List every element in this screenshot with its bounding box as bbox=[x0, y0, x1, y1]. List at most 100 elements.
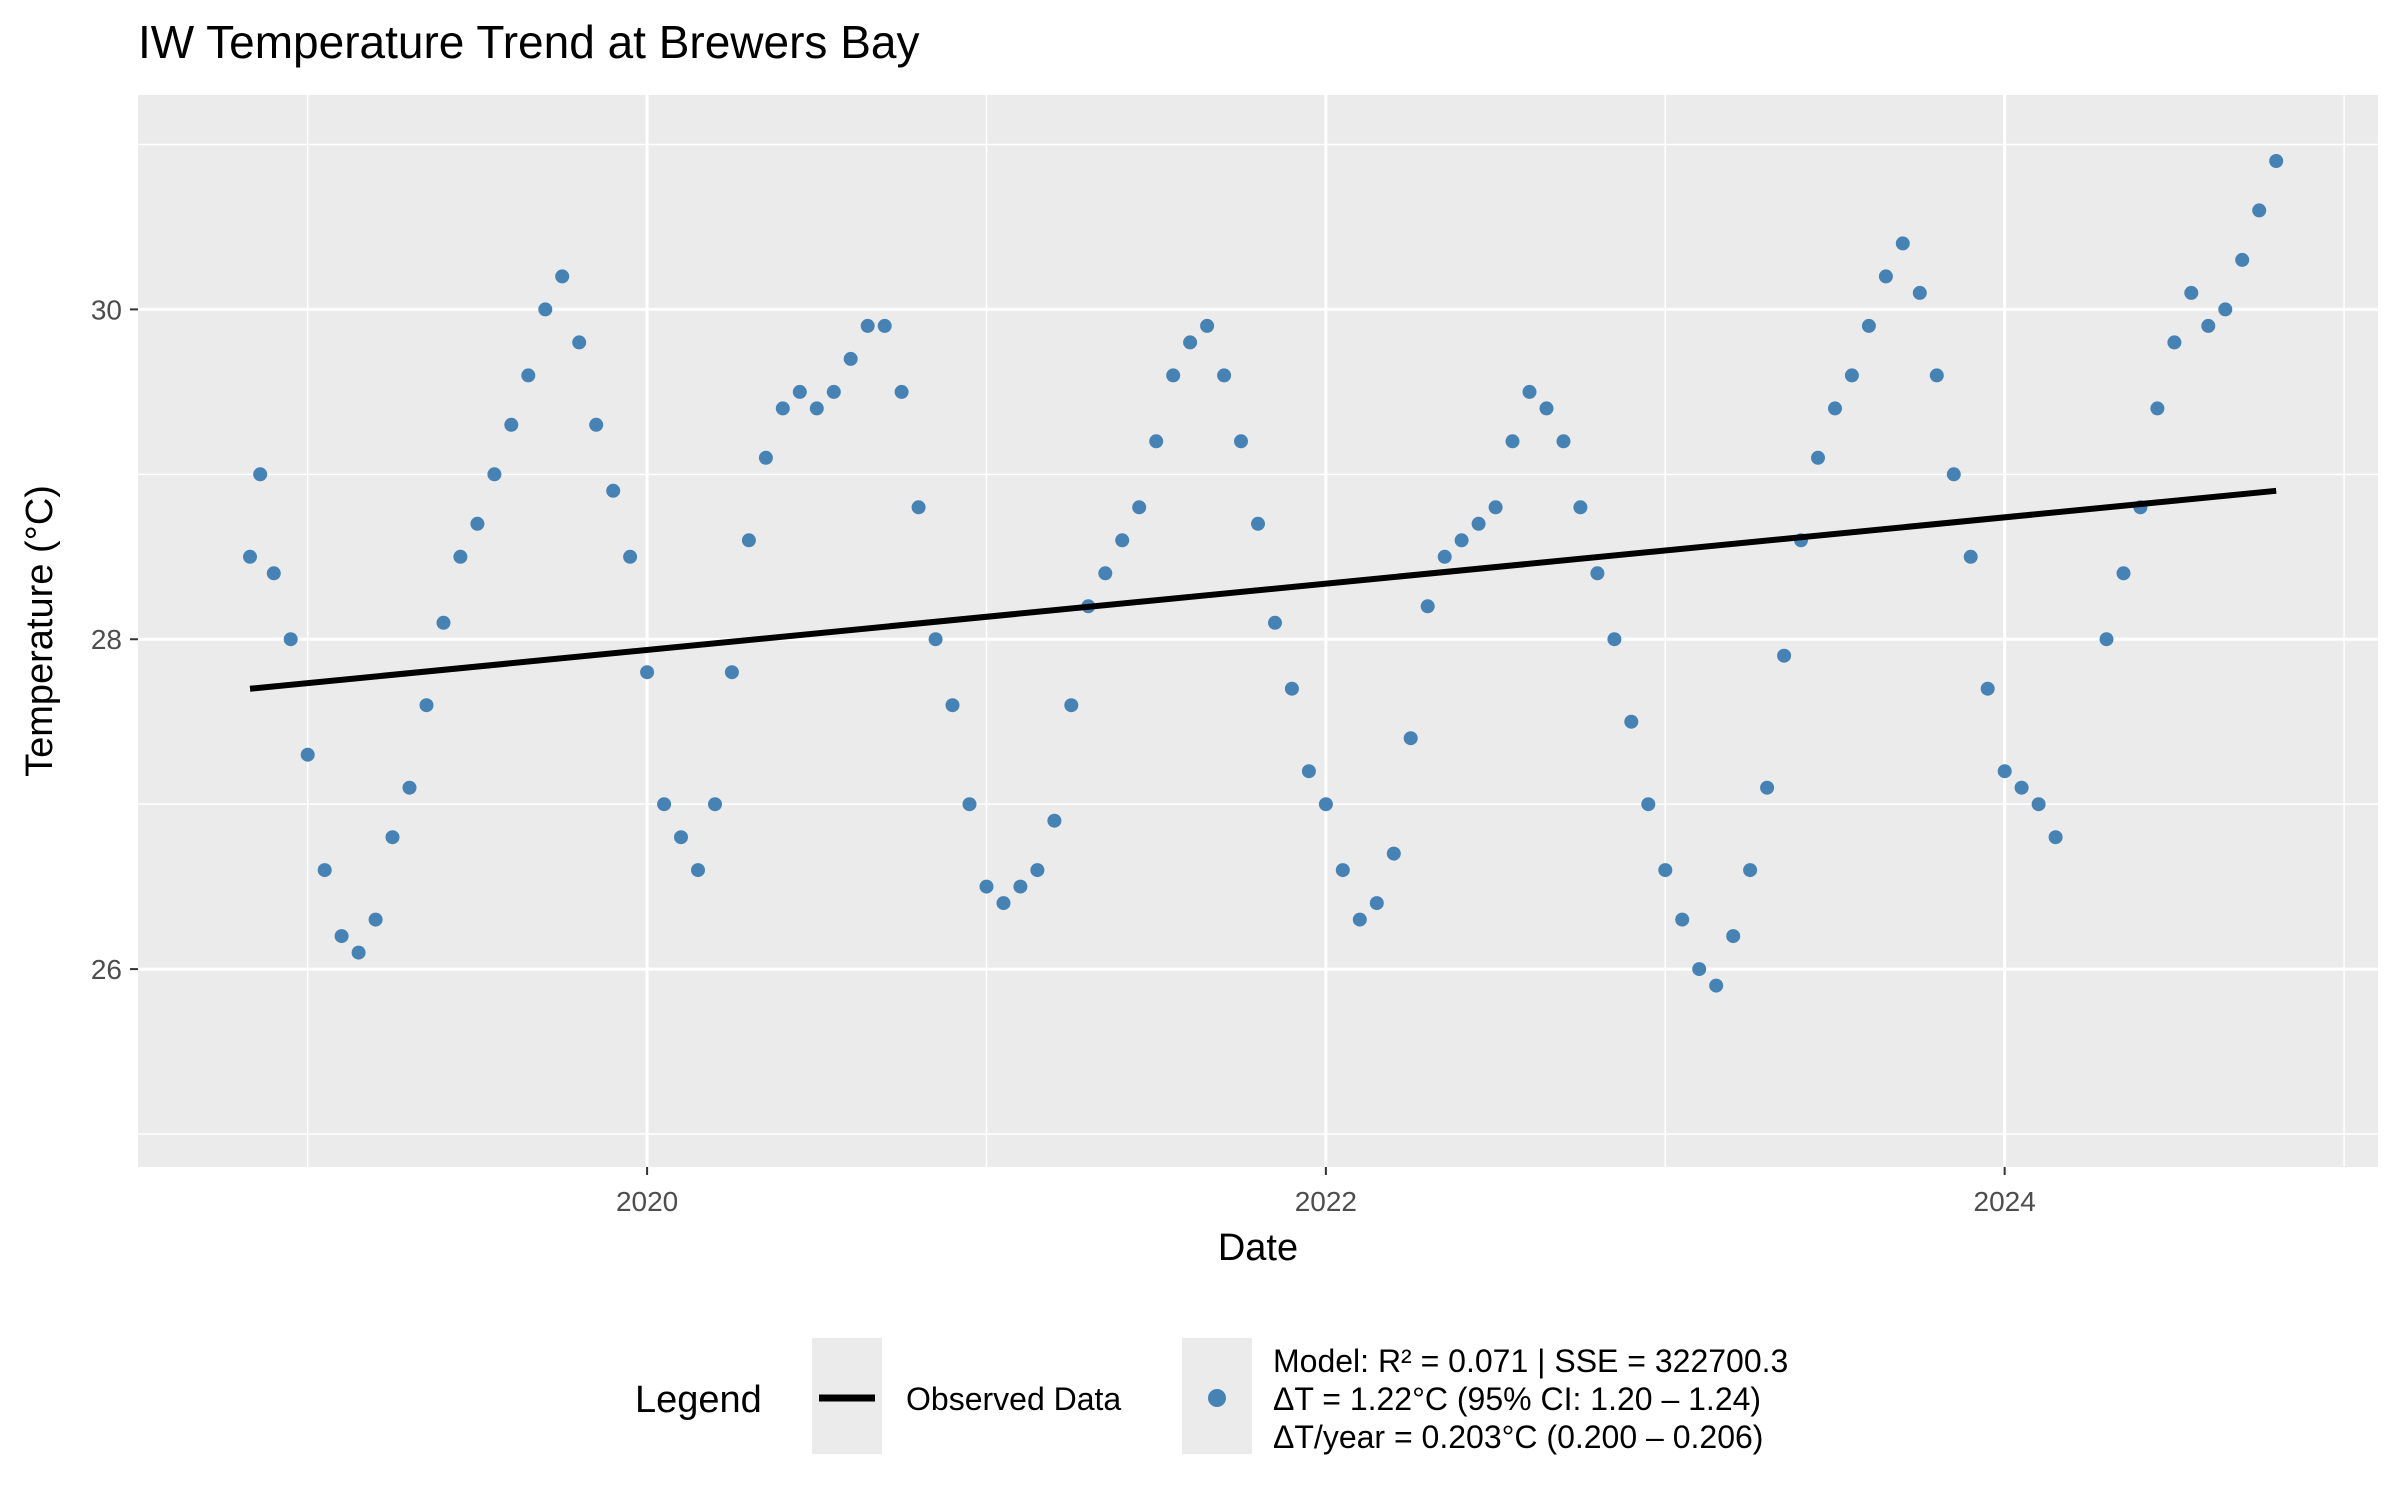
data-point bbox=[1318, 797, 1333, 812]
data-point bbox=[1895, 236, 1910, 251]
data-point bbox=[555, 269, 570, 284]
data-point bbox=[945, 698, 960, 713]
data-point bbox=[979, 879, 994, 894]
data-point bbox=[1132, 500, 1147, 515]
data-point bbox=[2048, 830, 2063, 845]
y-tick-label: 26 bbox=[91, 954, 122, 985]
data-point bbox=[1115, 533, 1130, 548]
data-point bbox=[1828, 401, 1842, 416]
data-point bbox=[1217, 368, 1232, 383]
data-point bbox=[453, 549, 468, 564]
data-point bbox=[1047, 813, 1062, 828]
legend-title: Legend bbox=[635, 1379, 762, 1421]
data-point bbox=[1861, 318, 1876, 333]
data-point bbox=[1183, 335, 1198, 350]
data-point bbox=[572, 335, 587, 350]
data-point bbox=[1997, 764, 2012, 779]
data-point bbox=[300, 747, 315, 762]
data-point bbox=[1522, 384, 1537, 399]
data-point bbox=[2201, 318, 2216, 333]
data-point bbox=[1743, 863, 1758, 878]
data-point bbox=[911, 500, 926, 515]
data-point bbox=[962, 797, 977, 812]
data-point bbox=[253, 467, 268, 482]
data-point bbox=[2235, 252, 2250, 267]
y-tick-label: 30 bbox=[91, 294, 122, 325]
data-point bbox=[809, 401, 824, 416]
data-point bbox=[368, 912, 383, 927]
legend-model-line: ΔT = 1.22°C (95% CI: 1.20 – 1.24) bbox=[1273, 1381, 1761, 1417]
data-point bbox=[708, 797, 722, 812]
legend: Legend Observed Data Model: R² = 0.071 |… bbox=[635, 1338, 1788, 1455]
data-point bbox=[589, 417, 604, 432]
data-point bbox=[1471, 516, 1486, 531]
axes: 2020 2022 2024 26 28 30 bbox=[91, 294, 2036, 1217]
data-point bbox=[385, 830, 400, 845]
data-point bbox=[1251, 516, 1265, 531]
data-point bbox=[1488, 500, 1503, 515]
data-point bbox=[1386, 846, 1401, 861]
data-point bbox=[843, 351, 858, 366]
data-point bbox=[1811, 450, 1825, 465]
data-point bbox=[996, 896, 1011, 911]
data-point bbox=[2167, 335, 2182, 350]
data-point bbox=[487, 467, 502, 482]
data-point bbox=[860, 318, 875, 333]
data-point bbox=[1505, 434, 1520, 449]
data-point bbox=[1200, 318, 1215, 333]
data-point bbox=[928, 632, 943, 647]
data-point bbox=[1675, 912, 1690, 927]
data-point bbox=[1709, 978, 1724, 993]
x-tick-label: 2020 bbox=[616, 1186, 678, 1217]
data-point bbox=[2150, 401, 2165, 416]
chart-title: IW Temperature Trend at Brewers Bay bbox=[138, 16, 919, 68]
y-tick-label: 28 bbox=[91, 624, 122, 655]
data-point bbox=[1912, 285, 1927, 300]
data-point bbox=[1369, 896, 1384, 911]
data-point bbox=[1777, 648, 1792, 663]
data-point bbox=[2014, 780, 2029, 795]
data-point bbox=[504, 417, 519, 432]
data-point bbox=[538, 302, 553, 317]
data-point bbox=[792, 384, 807, 399]
data-point bbox=[1064, 698, 1079, 713]
data-point bbox=[243, 549, 257, 564]
data-point bbox=[521, 368, 536, 383]
data-point bbox=[402, 780, 417, 795]
data-point bbox=[419, 698, 434, 713]
data-point bbox=[1403, 731, 1418, 746]
data-point bbox=[1946, 467, 1961, 482]
data-point bbox=[351, 945, 366, 960]
x-tick-label: 2022 bbox=[1295, 1186, 1357, 1217]
data-point bbox=[1878, 269, 1893, 284]
data-point bbox=[1420, 599, 1435, 614]
legend-line-label: Observed Data bbox=[906, 1381, 1121, 1417]
data-point bbox=[334, 929, 349, 944]
data-point bbox=[1335, 863, 1350, 878]
data-point bbox=[674, 830, 688, 845]
data-point bbox=[758, 450, 773, 465]
data-point bbox=[1929, 368, 1944, 383]
grid-lines bbox=[138, 95, 2378, 1167]
data-point bbox=[1658, 863, 1673, 878]
data-point bbox=[606, 483, 621, 498]
data-point bbox=[1013, 879, 1028, 894]
data-point bbox=[640, 665, 655, 680]
data-point bbox=[1098, 566, 1113, 581]
data-point bbox=[1760, 780, 1775, 795]
legend-model-line: Model: R² = 0.071 | SSE = 322700.3 bbox=[1273, 1343, 1788, 1379]
legend-model-line: ΔT/year = 0.203°C (0.200 – 0.206) bbox=[1273, 1419, 1763, 1455]
data-point bbox=[1539, 401, 1554, 416]
data-point bbox=[1844, 368, 1859, 383]
data-point bbox=[877, 318, 892, 333]
x-tick-label: 2024 bbox=[1974, 1186, 2036, 1217]
x-axis-label: Date bbox=[1218, 1227, 1298, 1269]
data-point bbox=[1624, 714, 1639, 729]
data-point bbox=[2031, 797, 2046, 812]
data-point bbox=[1301, 764, 1316, 779]
data-point bbox=[2184, 285, 2199, 300]
data-point bbox=[2218, 302, 2233, 317]
data-point bbox=[724, 665, 739, 680]
data-point bbox=[283, 632, 298, 647]
